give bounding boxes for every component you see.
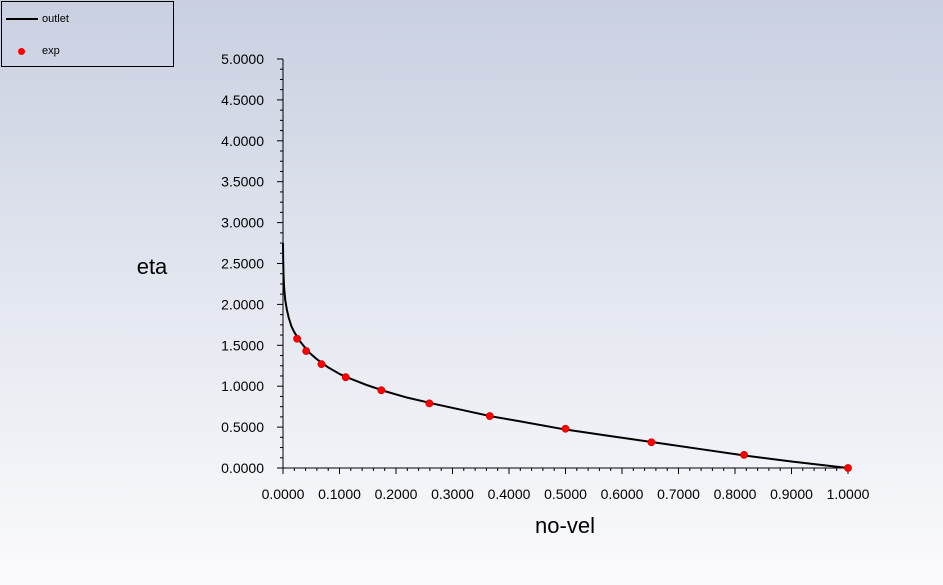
data-point-exp [377,386,386,395]
x-tick-label: 0.3000 [431,486,474,502]
y-tick-label: 2.0000 [221,296,264,312]
x-tick-label: 0.0000 [262,486,305,502]
legend-label-exp: exp [42,45,60,57]
y-axis-title: eta [137,254,168,279]
x-tick-label: 1.0000 [827,486,870,502]
series-layer [282,243,852,472]
x-axis-title: no-vel [535,513,595,538]
x-tick-label: 0.6000 [601,486,644,502]
data-point-exp [293,334,302,343]
data-point-exp [317,360,326,369]
x-tick-label: 0.9000 [770,486,813,502]
data-point-exp [302,347,311,355]
data-point-exp [740,451,748,459]
y-tick-label: 3.0000 [221,215,264,231]
y-tick-label: 0.0000 [221,460,264,476]
x-tick-label: 0.4000 [488,486,531,502]
data-point-exp [647,438,656,447]
data-point-exp [341,373,350,382]
y-tick-label: 3.5000 [221,174,264,190]
legend-line-swatch [6,18,38,20]
data-point-exp [485,412,494,420]
y-tick-label: 2.5000 [221,256,264,272]
legend-item-exp: exp [2,44,60,58]
x-tick-label: 0.2000 [375,486,418,502]
y-tick-label: 0.5000 [221,419,264,435]
legend: outlet exp [1,1,174,67]
x-tick-label: 0.5000 [544,486,587,502]
y-tick-label: 5.0000 [221,51,264,67]
y-tick-label: 1.5000 [221,337,264,353]
y-tick-label: 4.5000 [221,92,264,108]
axes: 0.0000 0.1000 0.2000 0.3000 0.4000 0.5000 0.60… [221,51,869,502]
data-point-exp [425,399,434,408]
series-line-outlet [282,243,849,469]
x-tick-label: 0.8000 [714,486,757,502]
x-tick-label: 0.1000 [318,486,361,502]
y-tick-label: 4.0000 [221,133,264,149]
legend-dot-swatch [6,42,38,60]
data-point-exp [561,424,570,433]
y-tick-label: 1.0000 [221,378,264,394]
legend-label-outlet: outlet [42,13,69,25]
x-tick-label: 0.7000 [657,486,700,502]
legend-item-outlet: outlet [2,12,69,26]
data-point-exp [844,464,852,472]
